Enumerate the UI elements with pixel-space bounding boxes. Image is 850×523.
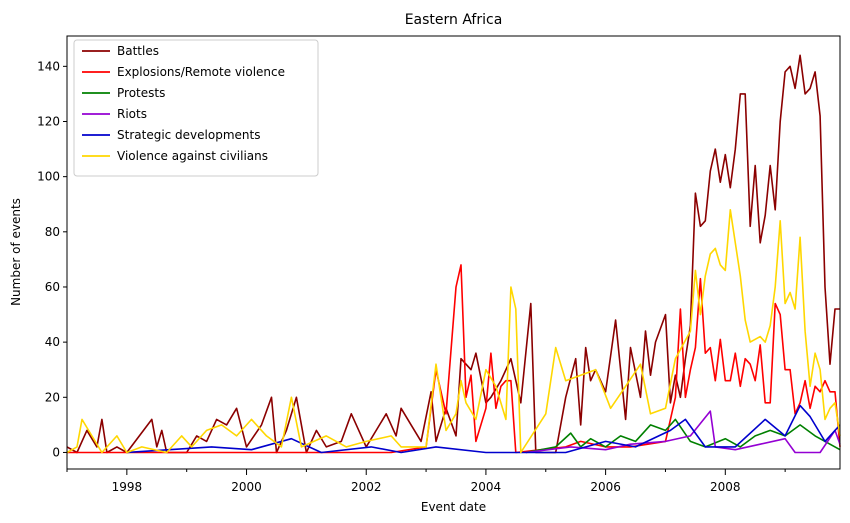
- legend: Battles Explosions/Remote violence Protest…: [73, 39, 319, 177]
- y-tick-label: 80: [45, 225, 60, 239]
- x-tick-label: 2008: [710, 480, 741, 494]
- legend-box: [73, 39, 319, 177]
- series-layer: [66, 54, 841, 454]
- legend-entry-5: Violence against civilians: [117, 149, 268, 163]
- x-tick-label: 2000: [231, 480, 262, 494]
- legend-entry-0: Battles: [117, 44, 159, 58]
- x-tick-label: 1998: [112, 480, 143, 494]
- y-tick-label: 140: [37, 59, 60, 73]
- series-line-5: [66, 209, 841, 454]
- x-tick-label: 2002: [351, 480, 382, 494]
- legend-entry-3: Riots: [117, 107, 147, 121]
- plot-frame: [66, 35, 841, 470]
- series-line-1: [67, 264, 841, 454]
- y-tick-label: 120: [37, 114, 60, 128]
- x-axis-label: Event date: [421, 500, 486, 514]
- y-tick-label: 100: [37, 170, 60, 184]
- x-tick-label: 2004: [471, 480, 502, 494]
- legend-entry-2: Protests: [117, 86, 165, 100]
- y-tick-label: 0: [52, 445, 60, 459]
- x-axis: 1998 2000 2002 2004 2006 2008: [66, 469, 786, 494]
- y-axis-label: Number of events: [9, 198, 23, 306]
- series-line-2: [525, 418, 841, 454]
- legend-entry-4: Strategic developments: [117, 128, 260, 142]
- chart-title: Eastern Africa: [405, 12, 503, 28]
- series-line-4: [126, 404, 841, 454]
- y-tick-label: 20: [45, 390, 60, 404]
- y-tick-label: 60: [45, 280, 60, 294]
- legend-entry-1: Explosions/Remote violence: [117, 65, 285, 79]
- x-tick-label: 2006: [590, 480, 621, 494]
- y-tick-label: 40: [45, 335, 60, 349]
- y-axis: 0 20 40 60 80 100 120 140: [37, 59, 67, 459]
